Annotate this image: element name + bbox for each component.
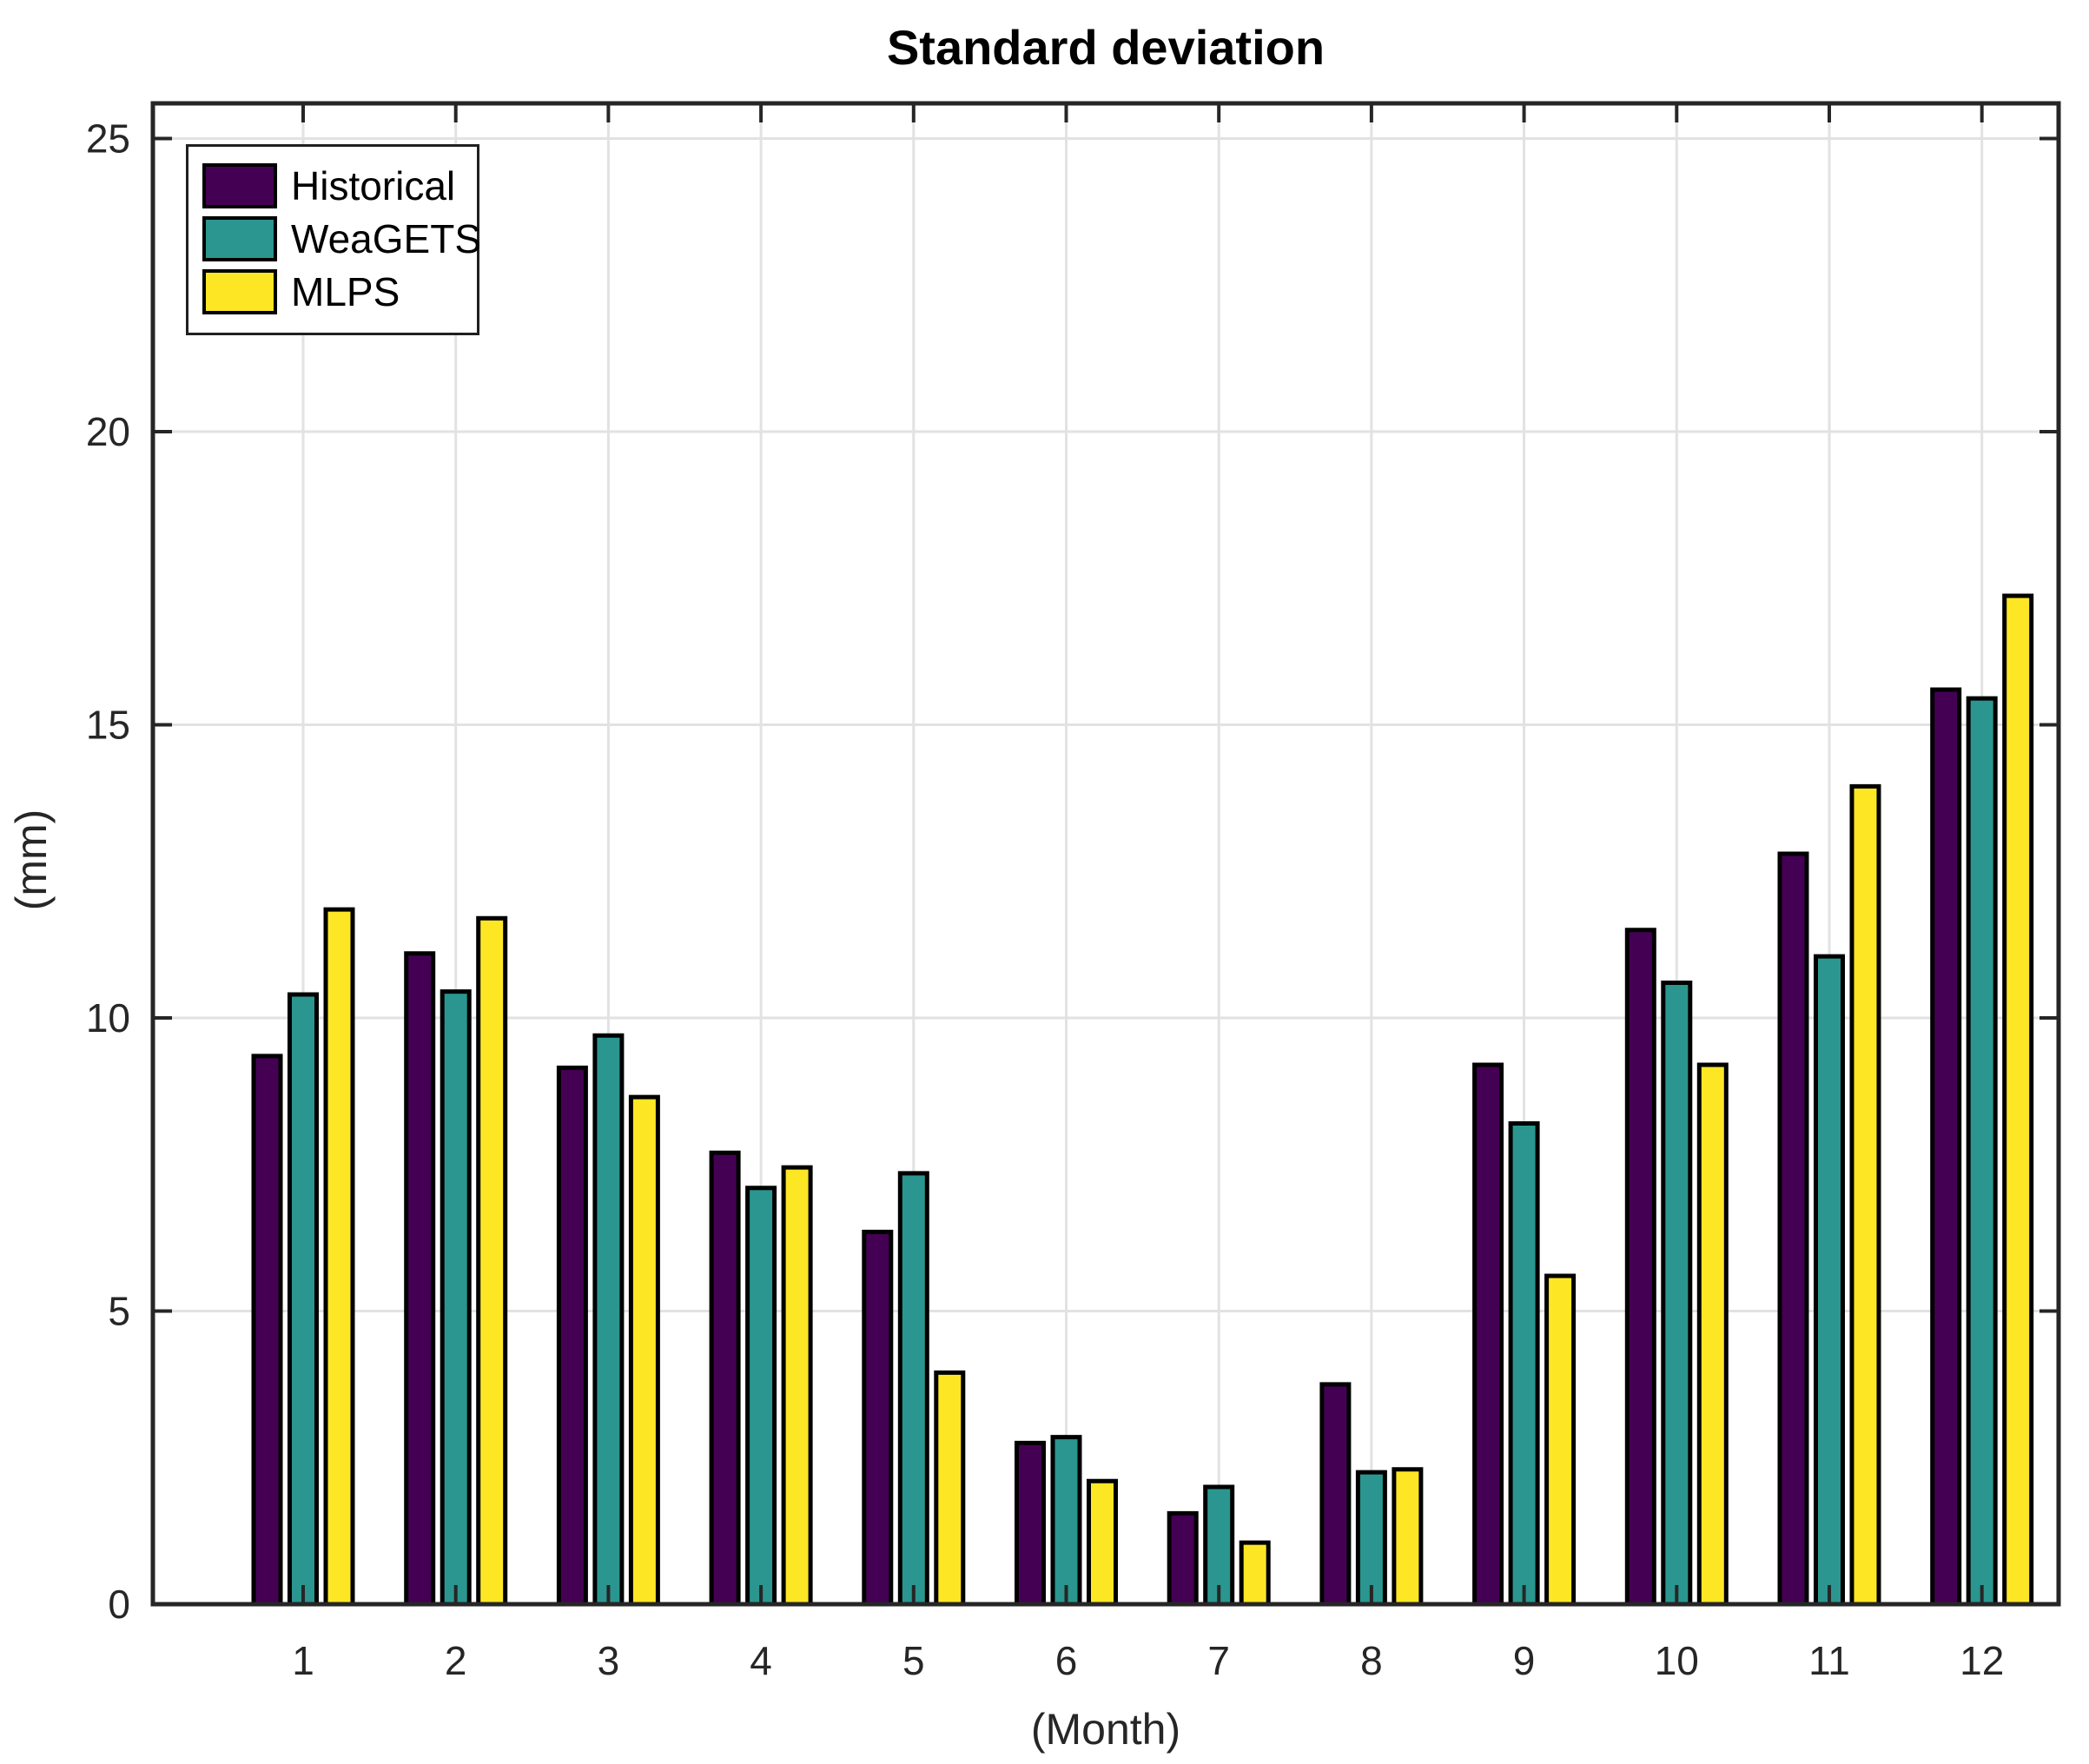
bar-weagets-month-1 (288, 992, 319, 1607)
x-tick-label: 6 (1055, 1638, 1078, 1683)
legend-swatch-mlps (202, 269, 277, 314)
legend-entry-weagets: WeaGETS (202, 216, 481, 261)
bar-historical-month-8 (1319, 1382, 1352, 1607)
x-tick-label: 3 (598, 1638, 620, 1683)
y-tick-label: 5 (108, 1289, 130, 1334)
bar-weagets-month-3 (592, 1033, 625, 1607)
axes-box (150, 101, 2061, 1607)
x-tick-label: 5 (902, 1638, 925, 1683)
bar-historical-month-2 (404, 951, 436, 1607)
bar-mlps-month-8 (1392, 1467, 1424, 1607)
bar-mlps-month-2 (476, 915, 508, 1607)
x-tick-label: 12 (1960, 1638, 2004, 1683)
legend-label-historical: Historical (291, 162, 456, 208)
bar-weagets-month-6 (1050, 1435, 1082, 1607)
bar-weagets-month-12 (1966, 696, 1998, 1607)
bar-mlps-month-11 (1849, 783, 1881, 1607)
bar-mlps-month-5 (934, 1370, 966, 1607)
y-tick-label: 20 (86, 409, 130, 454)
bar-weagets-month-10 (1661, 981, 1693, 1607)
legend-label-weagets: WeaGETS (291, 215, 481, 261)
x-tick-label: 4 (750, 1638, 772, 1683)
legend-entry-mlps: MLPS (202, 269, 468, 314)
bar-mlps-month-9 (1544, 1273, 1577, 1607)
bar-historical-month-12 (1930, 687, 1962, 1607)
bar-weagets-month-9 (1508, 1121, 1540, 1607)
bar-historical-month-7 (1167, 1510, 1199, 1607)
legend: Historical WeaGETS MLPS (186, 144, 481, 335)
x-tick-label: 8 (1360, 1638, 1383, 1683)
bar-mlps-month-1 (323, 907, 355, 1607)
x-tick-label: 7 (1207, 1638, 1230, 1683)
legend-label-mlps: MLPS (291, 268, 400, 314)
bar-mlps-month-3 (628, 1094, 660, 1607)
y-axis-label: (mm) (7, 809, 56, 911)
bar-historical-month-5 (862, 1229, 894, 1607)
y-tick-label: 0 (108, 1582, 130, 1627)
bar-weagets-month-2 (440, 989, 472, 1607)
chart-title: Standard deviation (886, 20, 1325, 75)
x-tick-label: 10 (1655, 1638, 1699, 1683)
bar-historical-month-11 (1777, 851, 1809, 1607)
y-tick-label: 25 (86, 116, 130, 162)
bar-mlps-month-12 (2002, 593, 2034, 1607)
bar-weagets-month-5 (897, 1171, 929, 1607)
bar-mlps-month-4 (781, 1165, 813, 1607)
bar-historical-month-1 (251, 1054, 283, 1607)
y-tick-label: 10 (86, 995, 130, 1041)
bar-historical-month-6 (1015, 1440, 1046, 1607)
bar-mlps-month-7 (1239, 1540, 1271, 1607)
x-tick-label: 11 (1808, 1638, 1850, 1683)
x-tick-label: 2 (445, 1638, 467, 1683)
legend-swatch-weagets (202, 216, 277, 261)
legend-entry-historical: Historical (202, 163, 468, 208)
bar-historical-month-3 (556, 1065, 588, 1607)
y-tick-label: 15 (86, 703, 130, 748)
bar-weagets-month-8 (1355, 1470, 1387, 1607)
bar-weagets-month-4 (745, 1186, 777, 1607)
x-tick-label: 9 (1513, 1638, 1536, 1683)
bar-historical-month-9 (1472, 1062, 1504, 1607)
bar-weagets-month-11 (1814, 954, 1845, 1607)
bar-historical-month-4 (709, 1150, 741, 1607)
bar-mlps-month-6 (1087, 1478, 1118, 1607)
bar-mlps-month-10 (1696, 1062, 1729, 1607)
x-tick-label: 1 (292, 1638, 314, 1683)
x-axis-label: (Month) (1030, 1705, 1181, 1754)
bar-historical-month-10 (1624, 928, 1656, 1607)
legend-swatch-historical (202, 163, 277, 208)
